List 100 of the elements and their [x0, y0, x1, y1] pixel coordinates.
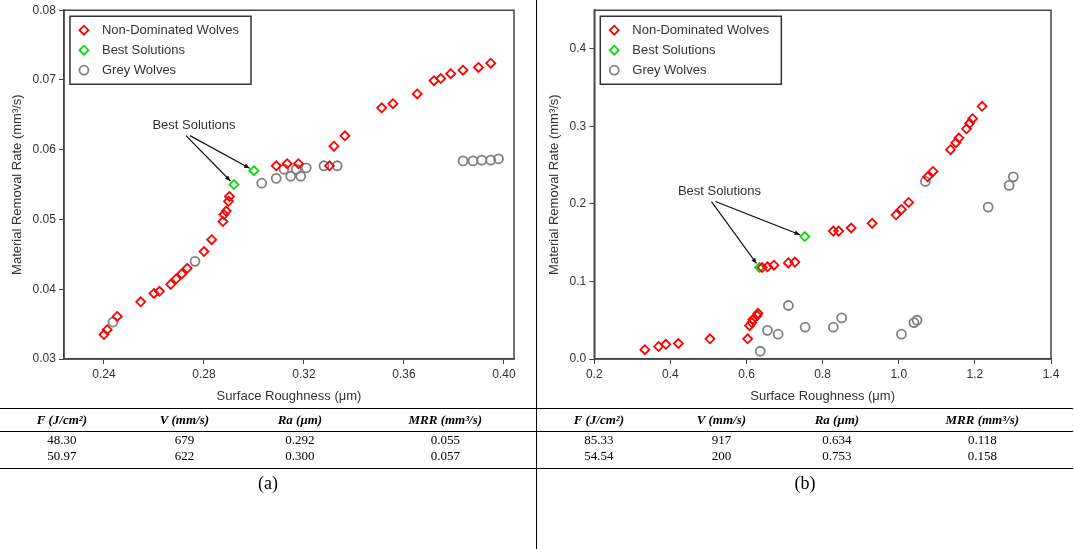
y-axis-title: Material Removal Rate (mm³/s): [546, 94, 562, 275]
x-tick-label: 0.32: [292, 366, 316, 381]
text: F (J/cm²): [0, 408, 124, 432]
point: [98, 329, 110, 340]
point: [339, 130, 351, 142]
x-tick-label: 0.36: [392, 366, 416, 381]
point: [300, 162, 312, 174]
y-tick-label: 0.07: [32, 72, 57, 87]
x-axis-title: Surface Roughness (μm): [750, 387, 896, 403]
point: [1007, 171, 1019, 183]
point: [387, 98, 399, 110]
text: 917: [710, 431, 733, 448]
point: [922, 171, 934, 183]
point: [328, 140, 340, 152]
point: [827, 225, 839, 237]
point: [445, 68, 457, 80]
x-tick-label: 1.4: [1042, 366, 1060, 381]
text: 0.300: [284, 448, 316, 465]
point: [290, 163, 302, 175]
point: [920, 176, 931, 187]
point: [827, 321, 839, 333]
point: [376, 102, 388, 114]
point: [198, 246, 210, 257]
point: [285, 170, 297, 182]
point: [953, 132, 965, 144]
point: [976, 100, 988, 112]
point: [1003, 179, 1015, 191]
text: 0.118: [966, 431, 998, 448]
point: [473, 62, 484, 73]
point: [270, 160, 282, 172]
point: [961, 123, 972, 135]
point: [799, 321, 811, 333]
legend-label: Grey Wolves: [101, 61, 177, 77]
legend-label: Non-Dominated Wolves: [101, 21, 240, 37]
point: [181, 262, 193, 274]
y-tick-label: 0.04: [32, 281, 57, 296]
point: [107, 316, 119, 328]
point: [228, 179, 240, 190]
x-tick-label: 0.40: [492, 366, 516, 381]
point: [411, 88, 423, 100]
point: [927, 166, 939, 177]
point: [435, 73, 447, 84]
point: [982, 201, 994, 213]
point: [653, 341, 664, 352]
point: [223, 195, 234, 207]
point: [248, 165, 260, 177]
point: [318, 160, 330, 172]
x-tick-label: 0.4: [662, 366, 680, 381]
y-axis-title: Material Removal Rate (mm³/s): [9, 94, 25, 275]
text: 622: [173, 448, 196, 465]
point: [281, 158, 293, 170]
point: [945, 144, 956, 156]
text: (a): [0, 468, 536, 494]
y-tick-label: 0.08: [32, 2, 57, 17]
point: [220, 205, 232, 217]
point: [493, 153, 504, 165]
x-tick-label: 0.6: [738, 366, 756, 381]
point: [896, 204, 907, 215]
point: [295, 170, 307, 182]
y-tick-label: 0.03: [32, 351, 57, 366]
text: 679: [173, 431, 196, 448]
point: [967, 113, 978, 125]
point: [768, 259, 780, 271]
text: 0.055: [429, 431, 461, 448]
point: [744, 320, 755, 332]
point: [256, 177, 268, 189]
text: 54.54: [583, 448, 615, 465]
point: [836, 312, 848, 324]
annotation: Best Solutions: [677, 183, 762, 199]
point: [762, 261, 773, 273]
point: [476, 154, 488, 166]
point: [789, 256, 801, 268]
point: [964, 117, 975, 129]
x-tick-label: 0.2: [585, 366, 603, 381]
text: 85.33: [583, 431, 615, 448]
point: [457, 64, 469, 76]
legend-label: Best Solutions: [101, 41, 186, 57]
point: [324, 160, 335, 172]
point: [293, 158, 304, 170]
point: [845, 222, 857, 234]
point: [485, 154, 497, 166]
point: [206, 234, 218, 246]
point: [467, 155, 479, 167]
legend-label: Grey Wolves: [632, 61, 707, 77]
text: V (mm/s): [660, 408, 783, 432]
point: [742, 333, 754, 345]
point: [170, 273, 182, 285]
x-tick-label: 1.0: [890, 366, 908, 381]
point: [278, 163, 290, 175]
point: [270, 172, 282, 184]
text: (b): [537, 468, 1073, 494]
y-tick-label: 0.0: [569, 351, 587, 366]
text: 0.753: [821, 448, 853, 465]
point: [772, 328, 784, 340]
point: [799, 231, 811, 242]
x-tick-label: 0.28: [192, 366, 216, 381]
point: [176, 268, 188, 280]
y-tick-label: 0.2: [569, 196, 587, 211]
point: [866, 217, 878, 229]
text: 48.30: [46, 431, 78, 448]
